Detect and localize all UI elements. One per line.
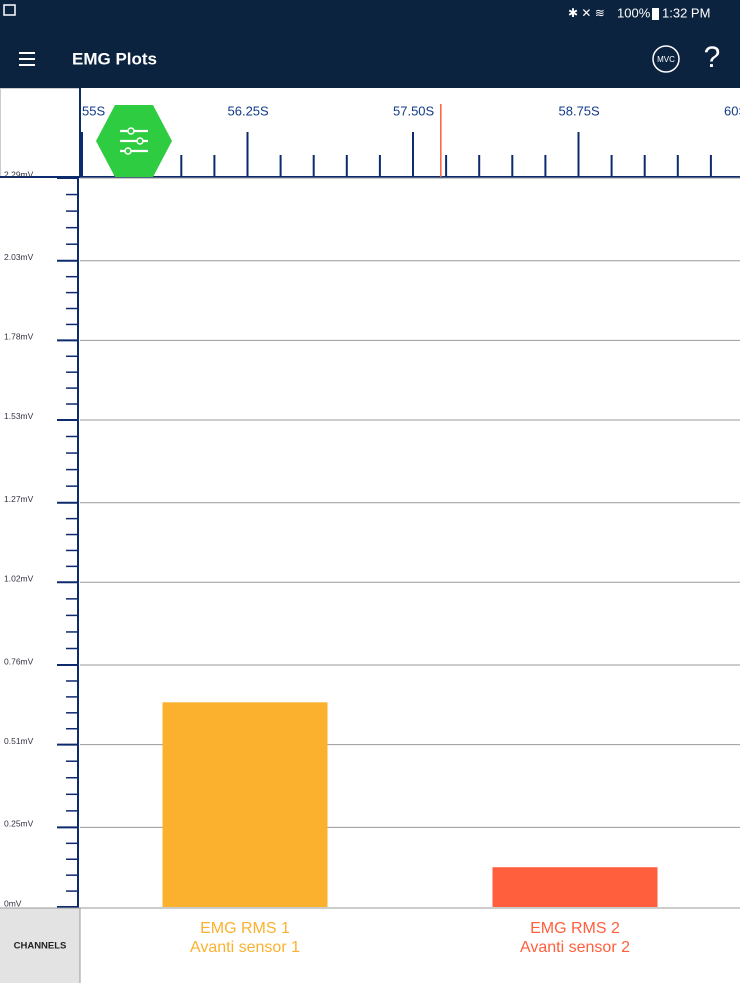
y-tick-label: 0.51mV xyxy=(4,736,34,746)
x-tick-label: 58.75S xyxy=(559,103,601,118)
battery: 100% xyxy=(617,5,651,20)
header-bg xyxy=(0,0,740,88)
battery-icon xyxy=(652,8,659,20)
y-tick-label: 1.02mV xyxy=(4,574,34,584)
x-tick-label: 56.25S xyxy=(228,103,270,118)
help-button[interactable]: ? xyxy=(704,41,721,74)
menu-button[interactable] xyxy=(19,52,35,66)
y-tick-label: 2.03mV xyxy=(4,252,34,262)
y-tick-label: 1.78mV xyxy=(4,332,34,342)
plot: 0mV 0.25mV 0.51mV 0.76mV 1.02mV 1.27mV 1.53mV 1… xyxy=(4,169,740,908)
gallery-icon xyxy=(3,4,16,16)
app-title: EMG Plots xyxy=(72,49,157,68)
y-tick-label: 0.76mV xyxy=(4,656,34,666)
filter-button[interactable] xyxy=(96,105,172,177)
y-tick-label: 2.29mV xyxy=(4,169,34,179)
channel-sensor: Avanti sensor 1 xyxy=(190,939,300,956)
clock: 1:32 PM xyxy=(662,5,710,20)
y-tick-label: 1.27mV xyxy=(4,494,34,504)
mvc-label: MVC xyxy=(657,55,675,64)
mvc-button[interactable] xyxy=(652,45,680,73)
x-tick-label: 55S xyxy=(82,103,105,118)
channel-sensor: Avanti sensor 2 xyxy=(520,939,630,956)
channels-label: CHANNELS xyxy=(14,941,67,952)
bar xyxy=(492,867,658,907)
bar xyxy=(162,702,328,907)
x-tick-label: 60S xyxy=(724,103,740,118)
channel-name: EMG RMS 2 xyxy=(530,920,620,937)
x-tick-label: 57.50S xyxy=(393,103,435,118)
channels-cell xyxy=(0,908,80,983)
ruler-corner xyxy=(0,88,80,178)
y-tick-label: 1.53mV xyxy=(4,411,34,421)
y-tick-label: 0mV xyxy=(4,898,22,908)
y-tick-label: 0.25mV xyxy=(4,819,34,829)
channel-name: EMG RMS 1 xyxy=(200,920,290,937)
status-icons: ✱ ✕ ≋ xyxy=(568,6,605,20)
